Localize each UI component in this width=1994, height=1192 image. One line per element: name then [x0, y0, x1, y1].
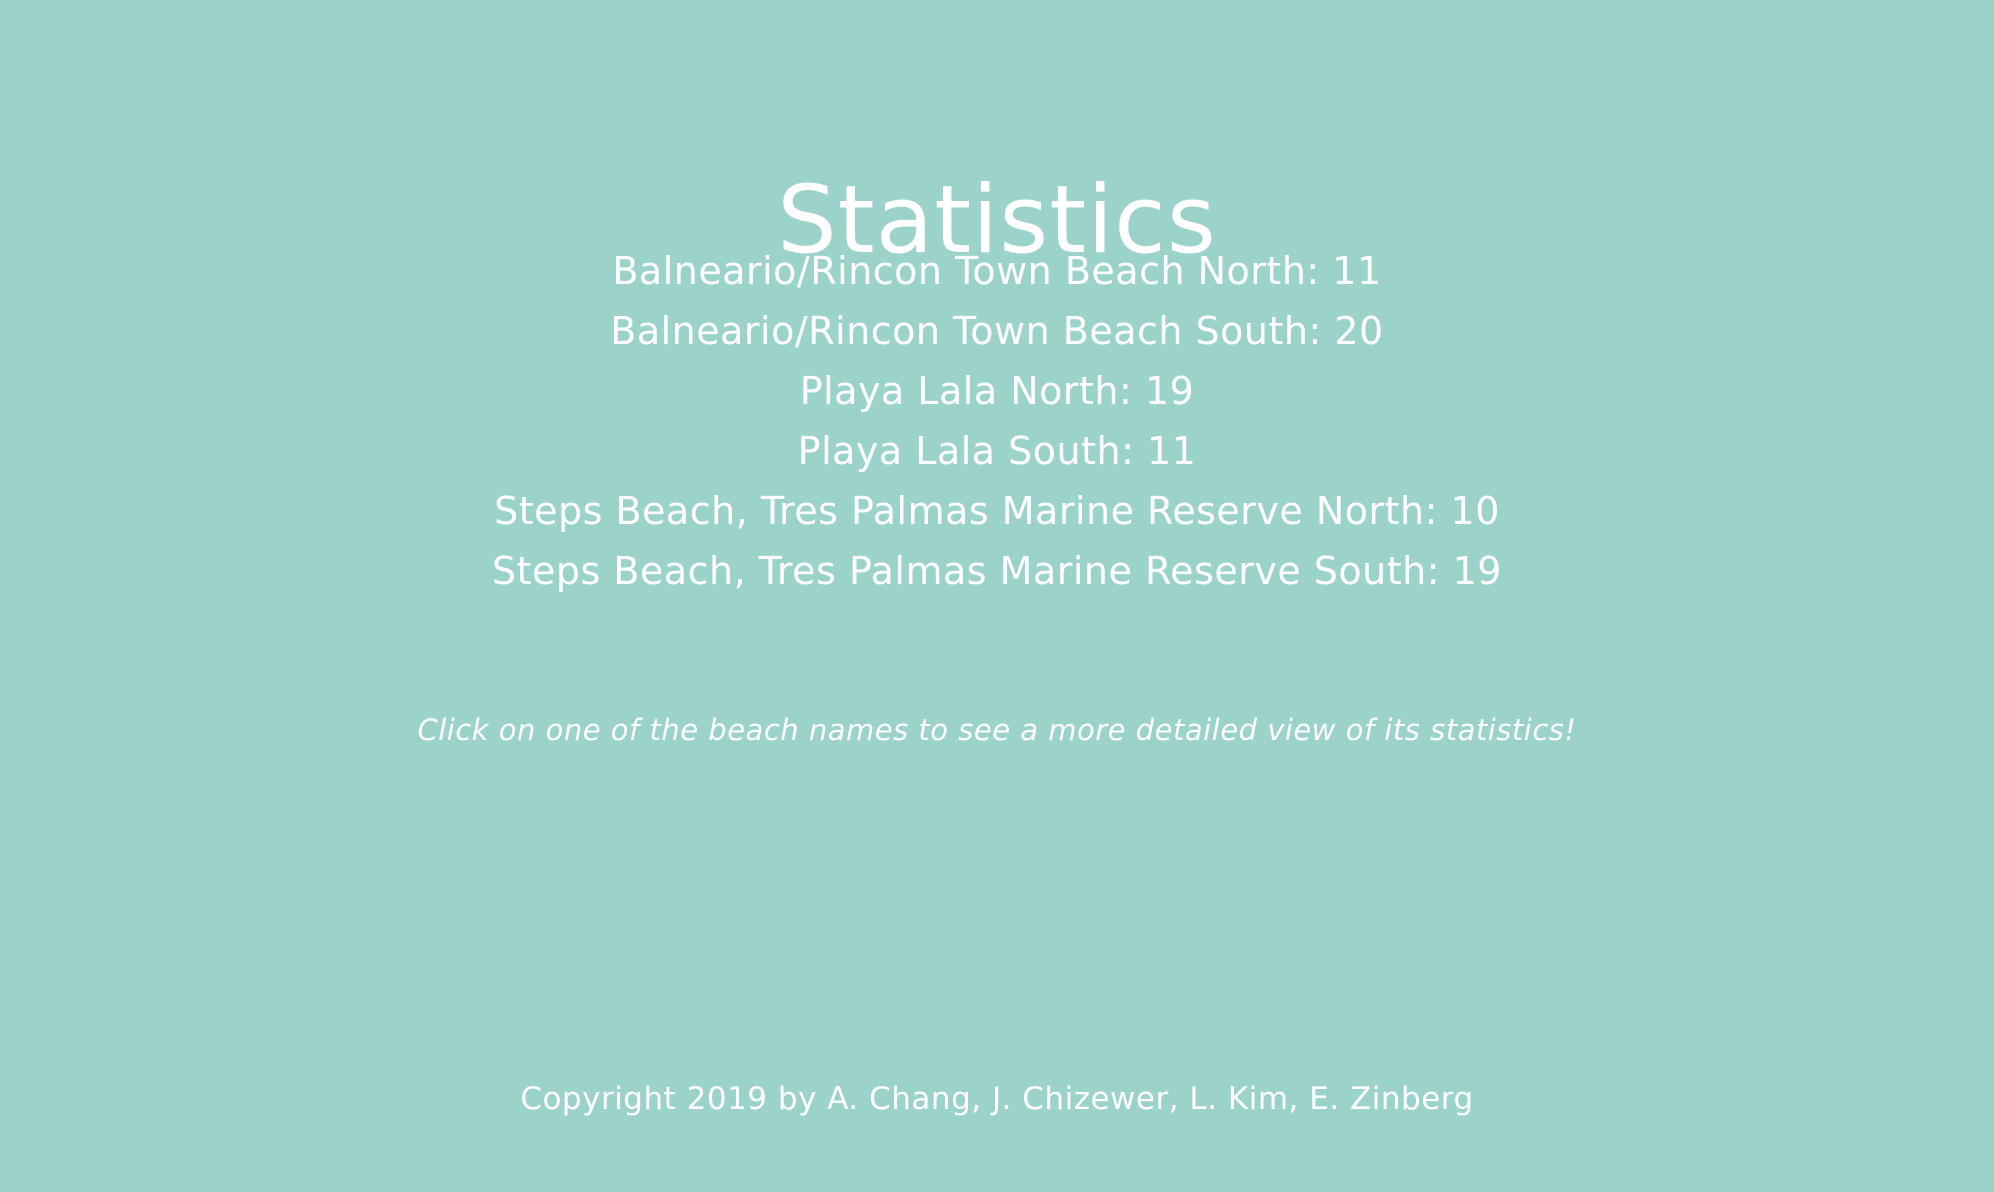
beach-link-balneario-south[interactable]: Balneario/Rincon Town Beach South [610, 309, 1309, 353]
separator: : [1306, 249, 1333, 293]
beach-link-steps-beach-south[interactable]: Steps Beach, Tres Palmas Marine Reserve … [492, 549, 1427, 593]
list-item: Steps Beach, Tres Palmas Marine Reserve … [0, 541, 1994, 601]
beach-count: 10 [1450, 489, 1500, 533]
beach-count: 19 [1144, 369, 1195, 413]
beach-count: 19 [1452, 549, 1502, 593]
separator: : [1426, 549, 1453, 593]
beach-count: 11 [1332, 249, 1382, 293]
beach-count: 11 [1146, 429, 1197, 473]
separator: : [1424, 489, 1451, 533]
list-item: Steps Beach, Tres Palmas Marine Reserve … [0, 481, 1994, 541]
separator: : [1308, 309, 1335, 353]
list-item: Balneario/Rincon Town Beach South: 20 [0, 301, 1994, 361]
beach-statistics-list: Balneario/Rincon Town Beach North: 11 Ba… [0, 241, 1994, 601]
copyright-text: Copyright 2019 by A. Chang, J. Chizewer,… [520, 1081, 1474, 1117]
page-title: Statistics [777, 165, 1217, 275]
footer: Copyright 2019 by A. Chang, J. Chizewer,… [0, 1081, 1994, 1117]
beach-count: 20 [1334, 309, 1384, 353]
list-item: Balneario/Rincon Town Beach North: 11 [0, 241, 1994, 301]
beach-link-balneario-north[interactable]: Balneario/Rincon Town Beach North [612, 249, 1307, 293]
separator: : [1119, 369, 1145, 413]
instruction-hint: Click on one of the beach names to see a… [417, 713, 1577, 747]
list-item: Playa Lala North: 19 [0, 361, 1994, 421]
beach-link-playa-lala-south[interactable]: Playa Lala South [797, 429, 1122, 473]
beach-link-steps-beach-north[interactable]: Steps Beach, Tres Palmas Marine Reserve … [494, 489, 1425, 533]
beach-link-playa-lala-north[interactable]: Playa Lala North [799, 369, 1120, 413]
separator: : [1121, 429, 1147, 473]
list-item: Playa Lala South: 11 [0, 421, 1994, 481]
